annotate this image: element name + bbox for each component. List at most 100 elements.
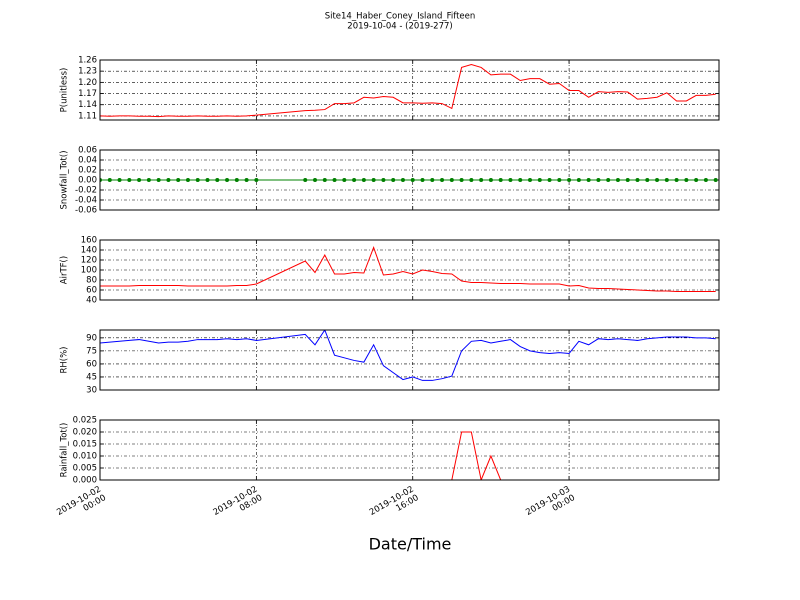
y-tick-label: 0.000 — [73, 476, 97, 486]
data-point — [391, 178, 396, 182]
y-tick-label: 60 — [86, 359, 97, 369]
y-tick-label: 75 — [86, 346, 97, 356]
y-tick-label: 1.20 — [78, 78, 97, 88]
data-point — [508, 178, 513, 182]
data-point — [694, 178, 699, 182]
y-tick-label: 0.00 — [78, 176, 97, 186]
x-tick-label: 2019-10-0200:00 — [55, 484, 108, 526]
y-axis-label: Snowfall_Tot() — [60, 150, 70, 209]
y-tick-label: 0.010 — [73, 452, 97, 462]
y-tick-label: 100 — [81, 266, 97, 276]
data-point — [254, 178, 259, 182]
plot-frame — [99, 419, 720, 481]
data-point — [361, 178, 366, 182]
data-point — [312, 178, 317, 182]
data-point — [127, 178, 132, 182]
y-tick-label: -0.06 — [75, 206, 97, 216]
data-point — [420, 178, 425, 182]
data-point — [117, 178, 122, 182]
data-point — [567, 178, 572, 182]
data-point — [469, 178, 474, 182]
data-point — [352, 178, 357, 182]
y-tick-label: 80 — [86, 276, 97, 286]
data-point — [527, 178, 532, 182]
y-tick-label: 0.02 — [78, 166, 97, 176]
data-point — [322, 178, 327, 182]
plot-frame — [99, 239, 720, 301]
data-point — [234, 178, 239, 182]
data-point — [684, 178, 689, 182]
x-tick-label: 2019-10-0216:00 — [368, 484, 421, 526]
y-tick-label: 30 — [86, 386, 97, 396]
y-axis-label: P(unitless) — [60, 68, 70, 113]
y-tick-label: 140 — [81, 246, 97, 256]
plot-frame — [99, 149, 720, 211]
data-point — [107, 178, 112, 182]
data-point — [703, 178, 708, 182]
data-line — [100, 330, 716, 381]
data-line — [100, 63, 716, 118]
data-point — [205, 178, 210, 182]
series-group — [100, 246, 716, 292]
data-point — [225, 178, 230, 182]
data-point — [156, 178, 161, 182]
y-tick-label: 1.11 — [78, 111, 97, 121]
y-tick-label: 60 — [86, 286, 97, 296]
data-point — [606, 178, 611, 182]
data-point — [479, 178, 484, 182]
x-axis-label: Date/Time — [369, 535, 452, 554]
y-tick-label: 0.020 — [73, 428, 97, 438]
y-tick-label: -0.02 — [75, 186, 97, 196]
data-point — [459, 178, 464, 182]
series-group — [100, 178, 718, 182]
y-tick-label: 0.015 — [73, 440, 97, 450]
data-point — [518, 178, 523, 182]
x-tick-label: 2019-10-0300:00 — [524, 484, 577, 526]
data-point — [195, 178, 200, 182]
data-point — [674, 178, 679, 182]
y-tick-label: 0.04 — [78, 156, 97, 166]
y-tick-label: 120 — [81, 256, 97, 266]
data-point — [176, 178, 181, 182]
y-tick-label: 45 — [86, 372, 97, 382]
y-tick-label: 1.17 — [78, 89, 97, 99]
data-point — [713, 178, 718, 182]
y-tick-label: 1.26 — [78, 56, 97, 66]
y-axis-label: AirTF() — [60, 256, 70, 284]
plot-frame — [99, 329, 720, 391]
data-point — [664, 178, 669, 182]
data-point — [430, 178, 435, 182]
data-point — [166, 178, 171, 182]
y-axis-label: RH(%) — [60, 346, 70, 373]
data-point — [244, 178, 249, 182]
data-point — [537, 178, 542, 182]
data-point — [400, 178, 405, 182]
data-point — [625, 178, 630, 182]
data-point — [576, 178, 581, 182]
data-point — [303, 178, 308, 182]
chart-title: Site14_Haber_Coney_Island_Fifteen — [325, 12, 476, 22]
data-point — [655, 178, 660, 182]
data-point — [645, 178, 650, 182]
y-tick-label: 160 — [81, 236, 97, 246]
data-line — [100, 431, 716, 480]
data-point — [332, 178, 337, 182]
data-point — [596, 178, 601, 182]
series-group — [100, 63, 716, 118]
y-tick-label: 90 — [86, 333, 97, 343]
data-point — [410, 178, 415, 182]
y-tick-label: 0.025 — [73, 416, 97, 426]
data-point — [586, 178, 591, 182]
data-point — [449, 178, 454, 182]
data-point — [498, 178, 503, 182]
data-point — [381, 178, 386, 182]
chart-subtitle: 2019-10-04 - (2019-277) — [347, 22, 452, 32]
y-axis-label: Rainfall_Tot() — [60, 423, 70, 478]
series-group — [100, 330, 716, 381]
data-point — [137, 178, 142, 182]
data-point — [185, 178, 190, 182]
data-point — [635, 178, 640, 182]
series-group — [100, 431, 716, 480]
y-tick-label: 40 — [86, 296, 97, 306]
y-tick-label: -0.04 — [75, 196, 97, 206]
